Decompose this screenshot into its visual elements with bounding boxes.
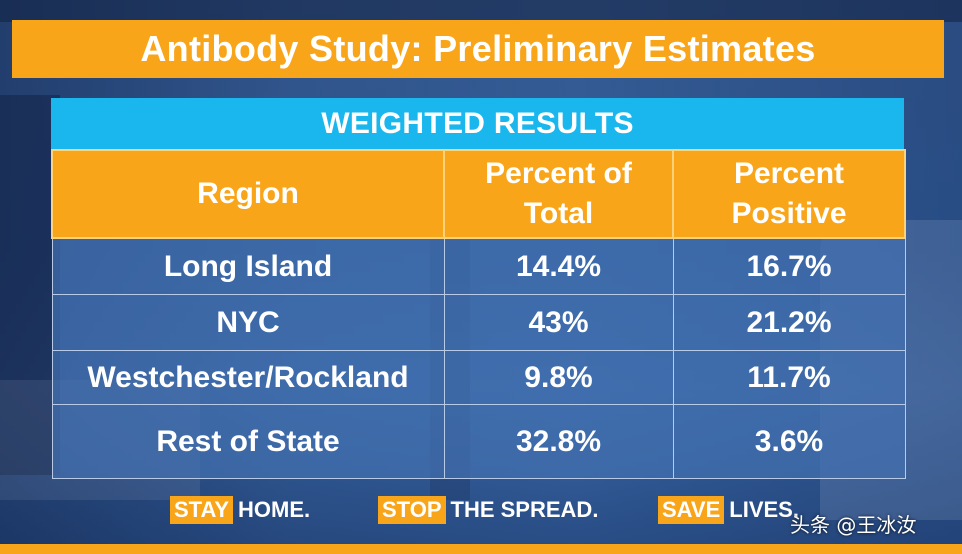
slogan-text: THE SPREAD. <box>450 497 599 522</box>
slogan-highlight: STAY <box>170 496 234 524</box>
page-title: Antibody Study: Preliminary Estimates <box>12 20 944 78</box>
background-top-band <box>0 0 962 22</box>
table-row: Westchester/Rockland 9.8% 11.7% <box>51 350 906 405</box>
table-row: Rest of State 32.8% 3.6% <box>51 404 906 479</box>
region-cell: Rest of State <box>51 404 445 479</box>
region-cell: Long Island <box>51 237 445 295</box>
column-header-label: Percent of Total <box>485 157 632 230</box>
percent-positive-cell: 21.2% <box>672 294 906 351</box>
slogan-text: HOME. <box>238 497 311 522</box>
table-row: Long Island 14.4% 16.7% <box>51 237 906 295</box>
percent-of-total-cell: 14.4% <box>443 237 674 295</box>
percent-positive-cell: 11.7% <box>672 350 906 405</box>
region-cell: NYC <box>51 294 445 351</box>
percent-of-total-cell: 32.8% <box>443 404 674 479</box>
slogan-text: LIVES. <box>729 497 799 522</box>
slogan-stop-the-spread: STOP THE SPREAD. <box>378 493 598 527</box>
watermark: 头条 @王冰汝 <box>790 513 917 537</box>
background-lab-shelf <box>0 95 60 475</box>
bottom-accent-strip <box>0 544 962 554</box>
column-header-region: Region <box>51 149 445 239</box>
column-header-percent-positive: Percent Positive <box>672 149 906 239</box>
table-caption: WEIGHTED RESULTS <box>51 98 904 149</box>
percent-positive-cell: 16.7% <box>672 237 906 295</box>
results-panel: WEIGHTED RESULTS Region Percent of Total… <box>51 98 906 479</box>
percent-positive-cell: 3.6% <box>672 404 906 479</box>
percent-of-total-cell: 9.8% <box>443 350 674 405</box>
percent-of-total-cell: 43% <box>443 294 674 351</box>
slogan-save-lives: SAVE LIVES. <box>658 493 799 527</box>
table-row: NYC 43% 21.2% <box>51 294 906 351</box>
slogan-bar: STAY HOME. STOP THE SPREAD. SAVE LIVES. <box>0 493 962 527</box>
column-header-percent-of-total: Percent of Total <box>443 149 674 239</box>
results-table: Region Percent of Total Percent Positive… <box>51 149 906 479</box>
header-row: Region Percent of Total Percent Positive <box>51 149 906 239</box>
slogan-highlight: SAVE <box>658 496 725 524</box>
region-cell: Westchester/Rockland <box>51 350 445 405</box>
column-header-label: Region <box>197 177 299 210</box>
column-header-label: Percent Positive <box>731 157 847 230</box>
slogan-highlight: STOP <box>378 496 446 524</box>
slogan-stay-home: STAY HOME. <box>170 493 310 527</box>
